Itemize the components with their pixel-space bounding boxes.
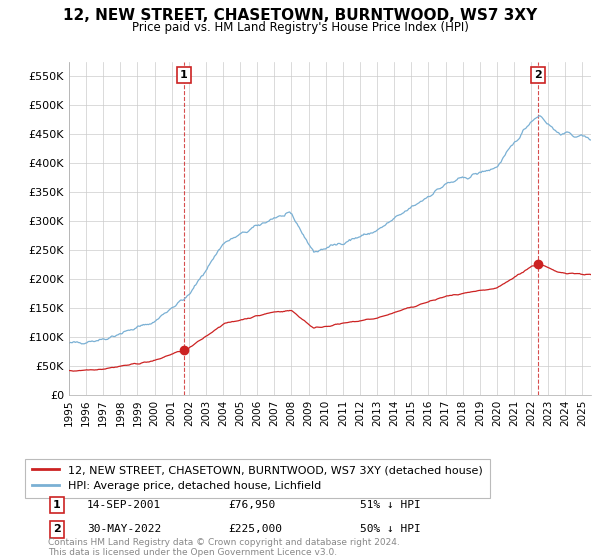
Text: 12, NEW STREET, CHASETOWN, BURNTWOOD, WS7 3XY: 12, NEW STREET, CHASETOWN, BURNTWOOD, WS… [63, 8, 537, 24]
Legend: 12, NEW STREET, CHASETOWN, BURNTWOOD, WS7 3XY (detached house), HPI: Average pri: 12, NEW STREET, CHASETOWN, BURNTWOOD, WS… [25, 459, 490, 497]
Text: 14-SEP-2001: 14-SEP-2001 [87, 500, 161, 510]
Text: 51% ↓ HPI: 51% ↓ HPI [360, 500, 421, 510]
Text: Price paid vs. HM Land Registry's House Price Index (HPI): Price paid vs. HM Land Registry's House … [131, 21, 469, 34]
Text: Contains HM Land Registry data © Crown copyright and database right 2024.
This d: Contains HM Land Registry data © Crown c… [48, 538, 400, 557]
Text: 50% ↓ HPI: 50% ↓ HPI [360, 524, 421, 534]
Text: 30-MAY-2022: 30-MAY-2022 [87, 524, 161, 534]
Text: 2: 2 [53, 524, 61, 534]
Text: £225,000: £225,000 [228, 524, 282, 534]
Text: 1: 1 [53, 500, 61, 510]
Text: £76,950: £76,950 [228, 500, 275, 510]
Text: 2: 2 [534, 70, 542, 80]
Text: 1: 1 [180, 70, 188, 80]
